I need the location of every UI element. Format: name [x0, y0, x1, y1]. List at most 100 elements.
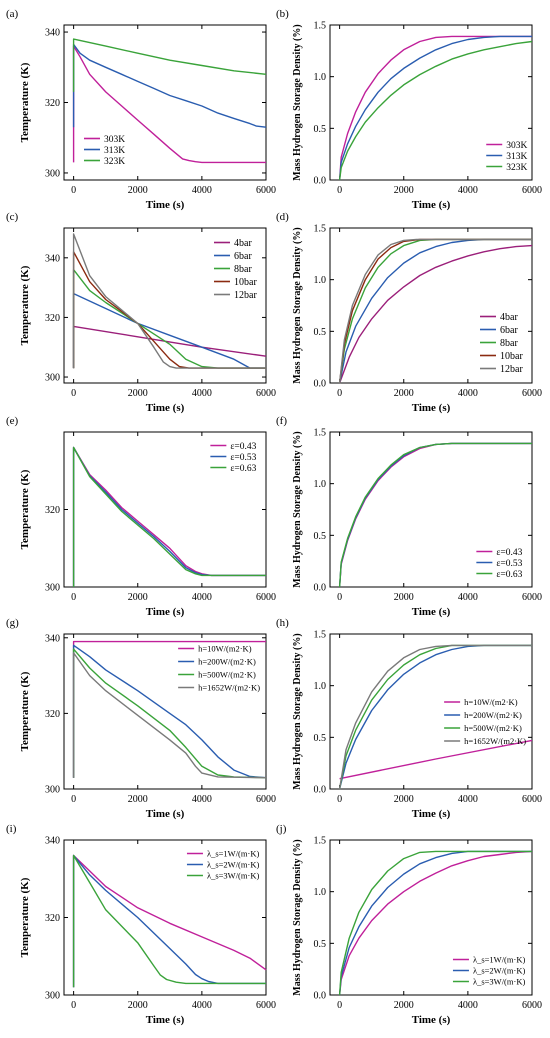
chart-3-y-tick-label: 340: [45, 253, 60, 264]
chart-10-x-tick-label: 2000: [394, 1000, 414, 1011]
chart-5-y-tick-label: 320: [45, 505, 60, 516]
chart-8-x-tick-label: 4000: [458, 794, 478, 805]
chart-5-y-tick-label: 300: [45, 583, 60, 594]
chart-10-x-axis-label: Time (s): [412, 1014, 451, 1026]
chart-3-panel-label: (c): [6, 211, 19, 223]
chart-10-x-tick-label: 6000: [522, 1000, 542, 1011]
chart-7-y-tick-label: 300: [45, 785, 60, 796]
chart-4-x-tick-label: 0: [337, 388, 342, 399]
chart-7-panel-label: (g): [6, 617, 19, 629]
chart-8-panel-label: (h): [276, 617, 289, 629]
chart-7-x-tick-label: 4000: [192, 794, 212, 805]
chart-6-legend-label: ε=0.43: [496, 548, 522, 558]
chart-8-plot-frame: [329, 633, 533, 790]
chart-9-panel-label: (i): [6, 823, 17, 835]
chart-7-x-axis-label: Time (s): [146, 808, 185, 820]
chart-10-y-tick-label: 0.0: [314, 991, 327, 1002]
chart-4-legend-label: 10bar: [500, 351, 523, 362]
chart-10-legend-label: λ_s=3W/(m·K): [473, 976, 526, 986]
chart-8-series-line-4: [338, 644, 532, 790]
chart-2: (b) 0 2000 4000 6000 0.0 0.5 1.0 1.5 Time (s) Mass…: [276, 8, 542, 211]
chart-7-y-tick-label: 340: [45, 633, 60, 644]
chart-4-series-line-5: [338, 238, 532, 384]
chart-1-legend-label: 313K: [104, 146, 125, 156]
chart-6-y-axis-label: Mass Hydrogen Storage Density (%): [292, 431, 303, 587]
chart-7-x-tick-label: 6000: [256, 794, 276, 805]
chart-9: (i) 0 2000 4000 6000 300 320 340 Time (s) Tempera…: [6, 823, 276, 1026]
chart-4: (d) 0 2000 4000 6000 0.0 0.5 1.0 1.5 Time (s) Mass…: [276, 211, 542, 414]
chart-2-y-tick-label: 1.5: [314, 21, 327, 32]
chart-7-series-line-3: [72, 648, 267, 779]
chart-1-panel-label: (a): [6, 8, 19, 20]
chart-7: (g) 0 2000 4000 6000 300 320 340 Time (s) Tempera…: [6, 617, 276, 820]
chart-8: (h) 0 2000 4000 6000 0.0 0.5 1.0 1.5 Time (s) Mass…: [276, 617, 542, 820]
chart-9-x-axis-label: Time (s): [146, 1014, 185, 1026]
chart-10-series-line-1: [338, 850, 533, 996]
chart-10-x-tick-label: 4000: [458, 1000, 478, 1011]
chart-1-legend-label: 323K: [104, 157, 125, 167]
chart-3-series-line-4: [72, 251, 266, 369]
chart-4-legend-label: 6bar: [500, 325, 518, 336]
chart-3-plot-frame: [63, 227, 267, 384]
chart-6-plot-frame: [329, 431, 533, 588]
chart-3-series-line-5: [72, 233, 266, 369]
chart-6: (f) 0 2000 4000 6000 0.0 0.5 1.0 1.5 Time (s) Mass…: [276, 415, 542, 618]
chart-1-x-tick-label: 2000: [128, 185, 148, 196]
chart-2-plot-frame: [329, 24, 533, 181]
chart-10-series-line-3: [338, 850, 532, 996]
chart-9-x-tick-label: 6000: [256, 1000, 276, 1011]
chart-4-y-tick-label: 1.0: [314, 275, 327, 286]
chart-3-y-tick-label: 300: [45, 373, 60, 384]
chart-4-legend-label: 4bar: [500, 312, 518, 323]
chart-8-legend-label: h=500W/(m2·K): [464, 723, 522, 733]
chart-4-x-tick-label: 2000: [394, 388, 414, 399]
chart-5-x-tick-label: 0: [71, 592, 76, 603]
chart-10-y-tick-label: 1.0: [314, 887, 327, 898]
chart-5-series-line-3: [72, 446, 266, 587]
chart-9-y-axis-label: Temperature (K): [19, 877, 31, 957]
chart-6-y-tick-label: 0.5: [314, 531, 327, 542]
chart-2-y-tick-label: 1.0: [314, 72, 327, 83]
chart-5-legend-label: ε=0.63: [230, 464, 256, 474]
chart-9-y-tick-label: 320: [45, 913, 60, 924]
chart-9-x-tick-label: 2000: [128, 1000, 148, 1011]
chart-2-x-axis-label: Time (s): [412, 199, 451, 211]
chart-9-x-tick-label: 0: [71, 1000, 76, 1011]
chart-2-y-tick-label: 0.0: [314, 176, 327, 187]
chart-4-y-tick-label: 0.0: [314, 379, 327, 390]
chart-5-y-axis-label: Temperature (K): [19, 469, 31, 549]
chart-10-y-axis-label: Mass Hydrogen Storage Density (%): [292, 839, 303, 995]
chart-1-series-line-3: [72, 38, 267, 92]
chart-5-panel-label: (e): [6, 415, 19, 427]
chart-1-series-line-2: [72, 43, 267, 128]
chart-9-legend-label: λ_s=3W/(m·K): [207, 870, 260, 880]
chart-4-x-axis-label: Time (s): [412, 402, 451, 414]
chart-6-x-tick-label: 6000: [522, 592, 542, 603]
chart-7-y-axis-label: Temperature (K): [19, 671, 31, 751]
chart-6-x-tick-label: 0: [337, 592, 342, 603]
chart-8-series-line-1: [339, 739, 533, 780]
chart-1-x-axis-label: Time (s): [146, 199, 185, 211]
chart-4-panel-label: (d): [276, 211, 289, 223]
chart-9-legend-label: λ_s=2W/(m·K): [207, 859, 260, 869]
chart-5-legend-label: ε=0.43: [230, 442, 256, 452]
chart-1: (a) 0 2000 4000 6000 300 320 340 Time (s) Tempera…: [6, 8, 276, 211]
chart-2-y-axis-label: Mass Hydrogen Storage Density (%): [292, 24, 303, 180]
chart-4-x-tick-label: 6000: [522, 388, 542, 399]
chart-7-legend-label: h=10W/(m2·K): [198, 643, 252, 653]
chart-3-series-line-1: [72, 325, 267, 369]
chart-3-series-line-2: [72, 292, 266, 369]
chart-4-series-line-2: [338, 238, 532, 384]
chart-8-legend-label: h=10W/(m2·K): [464, 697, 518, 707]
chart-6-legend-label: ε=0.53: [496, 559, 522, 569]
chart-10-legend-label: λ_s=1W/(m·K): [473, 954, 526, 964]
chart-6-panel-label: (f): [276, 415, 287, 427]
chart-8-y-tick-label: 1.0: [314, 681, 327, 692]
chart-1-series-line-1: [72, 45, 266, 164]
chart-1-x-tick-label: 0: [71, 185, 76, 196]
chart-7-series-line-2: [72, 644, 267, 779]
chart-7-legend-label: h=1652W/(m2·K): [198, 682, 260, 692]
chart-8-y-tick-label: 1.5: [314, 630, 327, 641]
chart-7-legend-label: h=500W/(m2·K): [198, 669, 256, 679]
